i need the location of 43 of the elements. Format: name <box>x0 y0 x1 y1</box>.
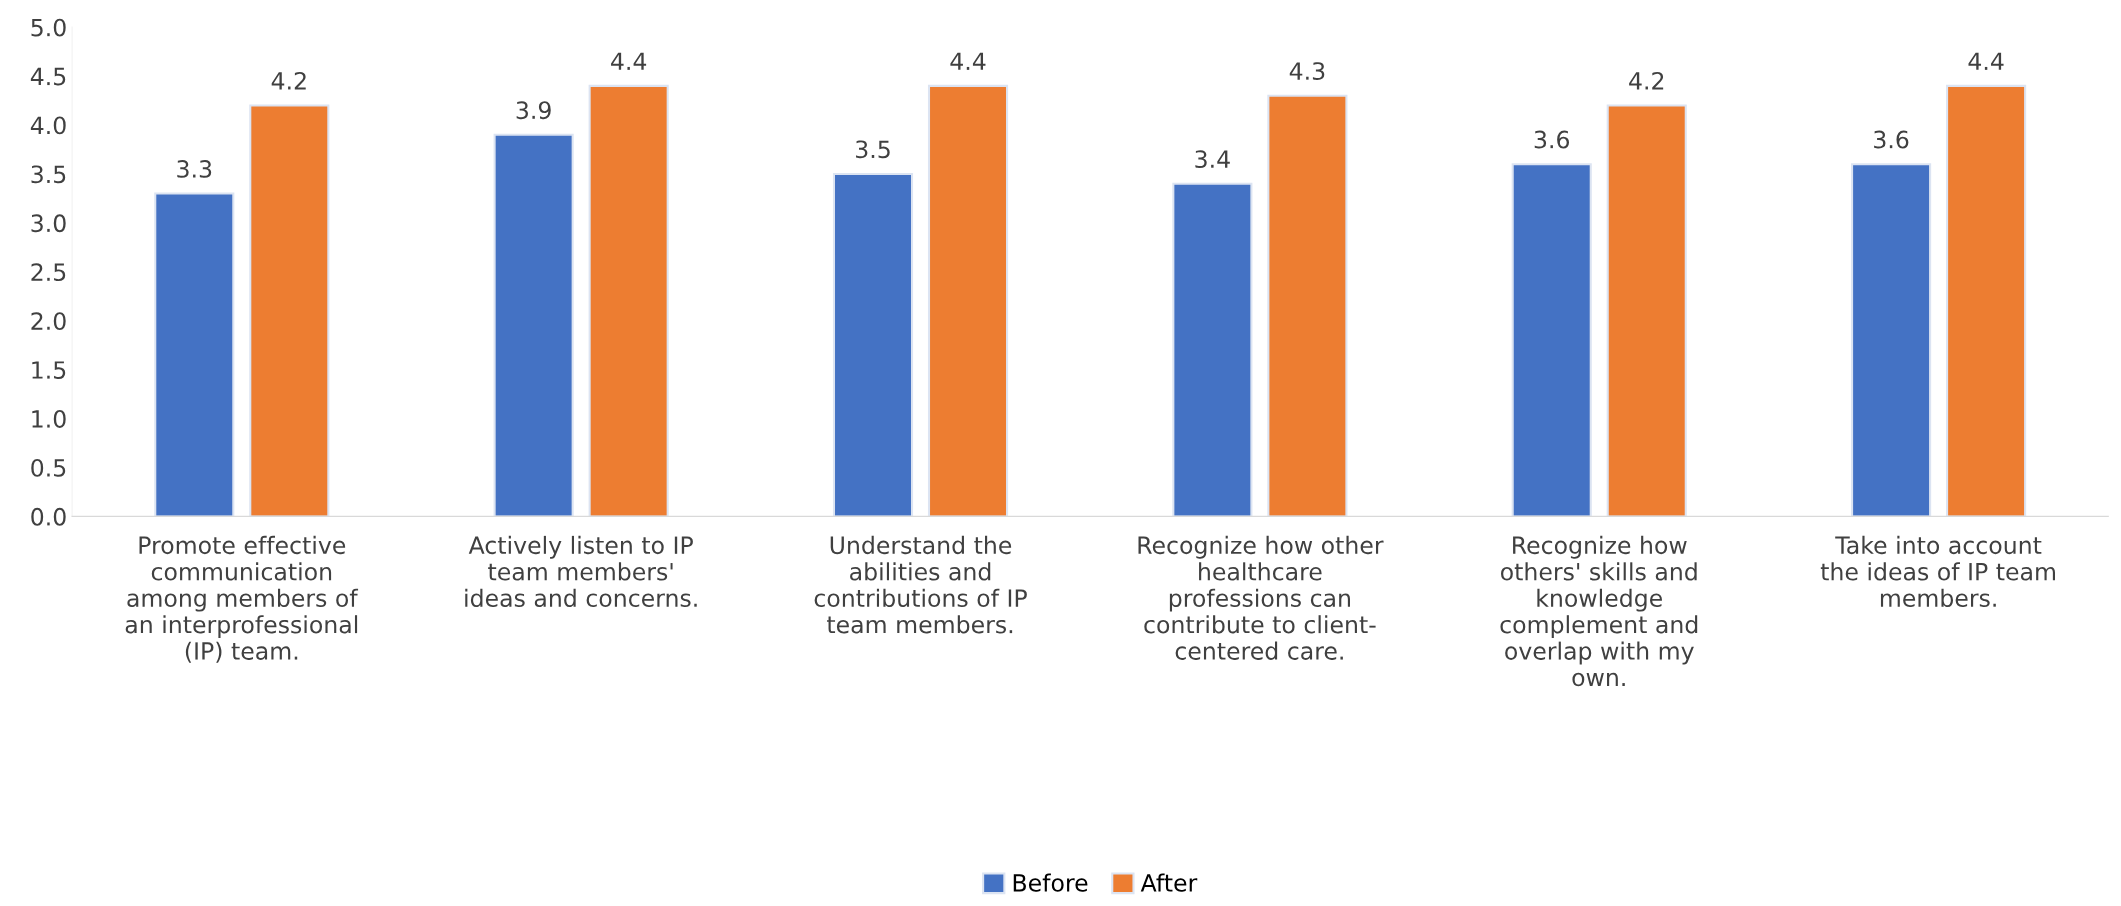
text: 0.5 <box>31 458 66 477</box>
bar <box>588 84 669 517</box>
bar <box>1946 84 2027 517</box>
x-tick-label: Promote effective communication among members of an interprofessional (IP) team. <box>125 535 359 663</box>
data-label: 4.4 <box>950 52 986 70</box>
bar <box>249 104 330 517</box>
data-label: 4.3 <box>1289 62 1325 80</box>
text: 5.0 <box>31 18 66 37</box>
bar <box>1267 94 1348 517</box>
data-label: 4.2 <box>1629 71 1664 90</box>
x-tick-label: Take into account the ideas of IP team members. <box>1820 535 2055 608</box>
bar <box>1606 104 1687 517</box>
bar <box>1172 182 1253 517</box>
data-label: 4.4 <box>1968 52 2004 70</box>
data-label: 3.6 <box>1874 130 1909 149</box>
x-tick-label: Recognize how other healthcare professions can contribute to client- centered care. <box>1138 535 1384 660</box>
data-label: 3.6 <box>1534 130 1570 149</box>
x-tick-label: Understand the abilities and contributions of IP team members. <box>814 535 1027 634</box>
text: 1.0 <box>32 410 66 428</box>
data-label: 3.5 <box>856 140 890 159</box>
legend-label: Before <box>1013 873 1088 892</box>
data-label: 3.4 <box>1195 150 1230 169</box>
text: 3.0 <box>31 214 66 233</box>
text: 2.0 <box>31 312 66 331</box>
bar <box>927 84 1009 517</box>
text: 4.5 <box>30 67 66 86</box>
text: 0.0 <box>31 507 66 526</box>
data-label: 4.4 <box>611 52 647 70</box>
bar <box>832 172 914 517</box>
x-tick-label: Recognize how others' skills and knowledge complement and overlap with my own. <box>1500 535 1698 687</box>
bar <box>1851 163 1932 517</box>
data-label: 3.3 <box>177 159 212 178</box>
text: 2.5 <box>31 263 66 282</box>
text: 4.0 <box>30 116 66 135</box>
x-tick-label: Actively listen to IP team members' ideas and concerns. <box>465 535 697 608</box>
data-label: 4.2 <box>271 71 306 90</box>
data-label: 3.9 <box>516 101 551 120</box>
bar <box>154 192 235 517</box>
text: 3.5 <box>31 165 66 184</box>
legend-label: After <box>1140 873 1198 892</box>
bar <box>1511 163 1592 517</box>
bar <box>493 133 574 517</box>
text: 1.5 <box>32 361 66 379</box>
